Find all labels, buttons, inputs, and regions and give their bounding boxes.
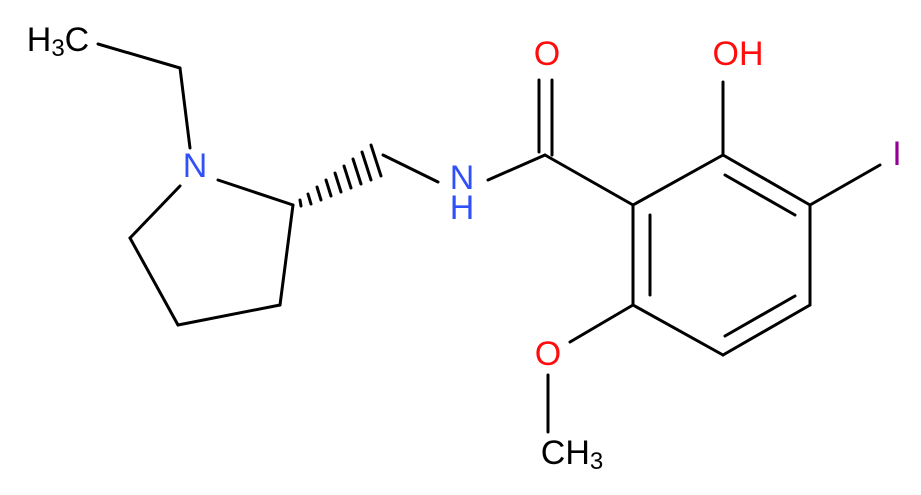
atom-label: O [535, 335, 561, 373]
atom-label: O [534, 35, 560, 73]
label-part: 3 [590, 448, 603, 475]
atom-label: I [892, 135, 901, 173]
label-part: CH [541, 434, 590, 472]
atom-label: H3C [27, 21, 89, 62]
label-part: H [27, 21, 52, 59]
label-part: 3 [51, 35, 64, 62]
label-part: C [65, 21, 90, 59]
atom-label: N [450, 159, 475, 197]
atom-label: H [450, 189, 475, 227]
atom-label: OH [713, 35, 764, 73]
atom-label: N [183, 147, 208, 185]
atom-label: CH3 [541, 434, 603, 475]
bonds [96, 42, 882, 434]
